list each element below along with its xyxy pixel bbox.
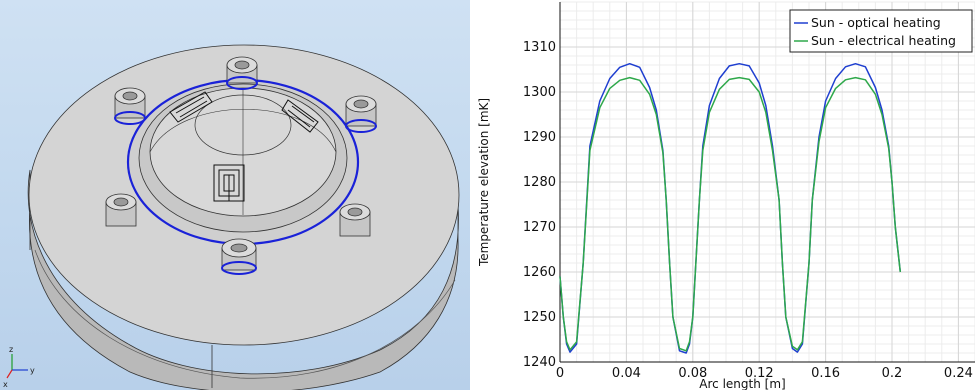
x-tick-label: 0: [556, 366, 564, 381]
line-plot[interactable]: 0 0.04 0.08 0.12 0.16 0.2 0.24 1240 1250 1260 1270…: [472, 0, 975, 390]
x-tick-label: 0.12: [745, 366, 774, 381]
y-tick-label: 1270: [523, 220, 556, 235]
base-disk-side: [27, 169, 459, 390]
legend-box: [789, 9, 973, 53]
y-tick-label: 1290: [523, 130, 556, 145]
y-tick-label: 1250: [523, 310, 556, 325]
heater-front: [213, 164, 245, 202]
legend-entry: Sun - electrical heating: [811, 33, 956, 48]
y-tick-label: 1300: [523, 85, 556, 100]
triad-z-label: z: [9, 345, 13, 354]
mounting-post-lower-right: [339, 203, 371, 237]
heater-right: [281, 99, 319, 133]
mounting-post-top: [226, 56, 258, 90]
y-axis-label: Temperature elevation [mK]: [477, 98, 491, 267]
x-tick-label: 0.24: [944, 366, 973, 381]
triad-x-label: x: [3, 380, 8, 389]
x-tick-label: 0.04: [612, 366, 641, 381]
mounting-post-lower-left: [105, 193, 137, 227]
plot-canvas: 0 0.04 0.08 0.12 0.16 0.2 0.24 1240 1250 1260 1270…: [477, 1, 975, 390]
y-tick-label: 1260: [523, 265, 556, 280]
geometry-model: z y x: [3, 44, 460, 390]
y-tick-label: 1240: [523, 355, 556, 370]
mounting-post-upper-right: [345, 95, 377, 133]
geometry-viewport[interactable]: z y x: [0, 0, 470, 390]
mounting-post-bottom: [221, 238, 257, 275]
y-tick-label: 1310: [523, 40, 556, 55]
series-line-electrical: [559, 76, 902, 352]
x-tick-label: 0.08: [678, 366, 707, 381]
axis-triad-icon: z y x: [3, 345, 35, 389]
mounting-post-upper-left: [114, 87, 146, 125]
y-tick-label: 1280: [523, 175, 556, 190]
x-axis-label: Arc length [m]: [699, 377, 785, 390]
legend-entry: Sun - optical heating: [811, 15, 941, 30]
series-line-optical: [559, 62, 902, 354]
heater-left: [169, 91, 213, 123]
triad-y-label: y: [30, 366, 35, 375]
x-tick-label: 0.16: [811, 366, 840, 381]
x-tick-label: 0.2: [882, 366, 903, 381]
